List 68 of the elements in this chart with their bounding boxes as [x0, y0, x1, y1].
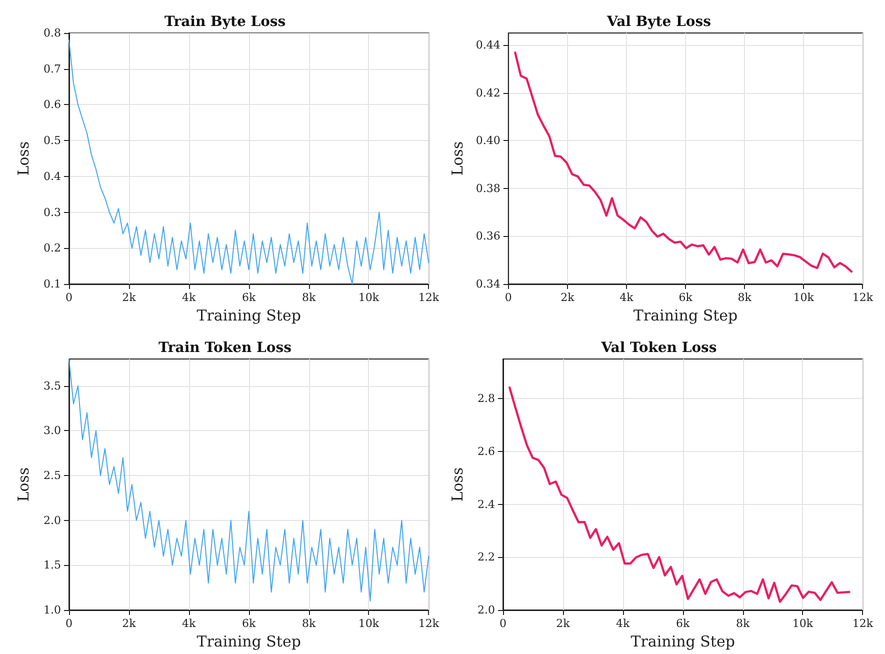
y-tick-label: 1.0 — [44, 604, 61, 616]
x-tick-label: 0 — [66, 617, 72, 630]
y-tick-label: 0.8 — [44, 26, 61, 40]
x-tick-label: 0 — [500, 617, 506, 630]
y-tick-label: 2.0 — [478, 604, 495, 616]
y-tick-label: 0.34 — [476, 278, 500, 290]
line-series — [508, 386, 850, 603]
y-tick-label: 2.5 — [44, 469, 61, 482]
x-tick-label: 4k — [620, 291, 634, 304]
y-tick-label: 0.2 — [44, 242, 61, 255]
x-tick-label: 4k — [182, 617, 196, 630]
y-tick-label: 0.7 — [44, 62, 61, 76]
y-tick-label: 2.6 — [478, 444, 495, 458]
y-axis-title: Loss — [14, 467, 32, 502]
x-axis-title: Training Step — [196, 306, 301, 324]
x-tick-label: 2k — [122, 617, 136, 630]
y-tick-label: 0.5 — [44, 134, 61, 148]
y-tick-label: 3.5 — [44, 379, 61, 392]
x-tick-label: 10k — [358, 617, 380, 630]
x-tick-label: 10k — [792, 617, 814, 630]
x-tick-label: 4k — [616, 617, 630, 630]
x-axis-title: Training Step — [630, 632, 735, 650]
y-tick-label: 2.8 — [478, 392, 495, 406]
y-tick-label: 0.6 — [44, 98, 61, 112]
chart-title: Val Byte Loss — [606, 14, 712, 30]
y-tick-label: 0.4 — [44, 170, 61, 183]
x-tick-label: 6k — [242, 617, 256, 630]
x-tick-label: 2k — [122, 291, 136, 304]
y-axis-title: Loss — [14, 141, 32, 176]
y-tick-label: 3.0 — [44, 424, 61, 438]
line-series — [514, 52, 853, 273]
x-tick-label: 10k — [358, 291, 380, 304]
x-tick-label: 8k — [302, 617, 316, 630]
y-tick-label: 0.1 — [44, 278, 61, 290]
x-tick-label: 12k — [852, 617, 874, 630]
y-tick-label: 0.40 — [476, 134, 500, 148]
x-tick-label: 6k — [676, 617, 690, 630]
y-tick-label: 0.42 — [476, 86, 500, 100]
y-tick-label: 0.38 — [476, 182, 500, 195]
x-tick-label: 6k — [242, 291, 256, 304]
y-tick-label: 2.0 — [44, 514, 61, 527]
x-tick-label: 6k — [678, 291, 693, 304]
x-tick-label: 4k — [182, 291, 196, 304]
x-tick-label: 10k — [793, 291, 814, 304]
y-tick-label: 0.44 — [476, 38, 500, 52]
x-tick-label: 2k — [560, 291, 575, 304]
x-tick-label: 12k — [852, 291, 874, 304]
chart-title: Train Byte Loss — [164, 14, 286, 30]
x-tick-label: 8k — [736, 617, 750, 630]
y-tick-label: 0.3 — [44, 206, 61, 219]
x-axis-title: Training Step — [196, 632, 301, 650]
chart-title: Val Token Loss — [600, 340, 717, 356]
y-tick-label: 0.36 — [476, 230, 500, 243]
x-tick-label: 8k — [302, 291, 316, 304]
chart-title: Train Token Loss — [158, 340, 292, 356]
x-tick-label: 2k — [556, 617, 570, 630]
x-tick-label: 12k — [418, 291, 440, 304]
y-tick-label: 1.5 — [44, 558, 61, 572]
y-axis-title: Loss — [448, 467, 466, 502]
y-tick-label: 2.4 — [478, 498, 495, 511]
y-axis-title: Loss — [448, 141, 466, 176]
x-tick-label: 0 — [66, 291, 72, 304]
x-axis-title: Training Step — [633, 306, 738, 324]
line-series — [68, 358, 430, 602]
x-tick-label: 12k — [418, 617, 440, 630]
x-tick-label: 0 — [504, 291, 512, 304]
y-tick-label: 2.2 — [478, 550, 495, 564]
x-tick-label: 8k — [738, 291, 752, 304]
